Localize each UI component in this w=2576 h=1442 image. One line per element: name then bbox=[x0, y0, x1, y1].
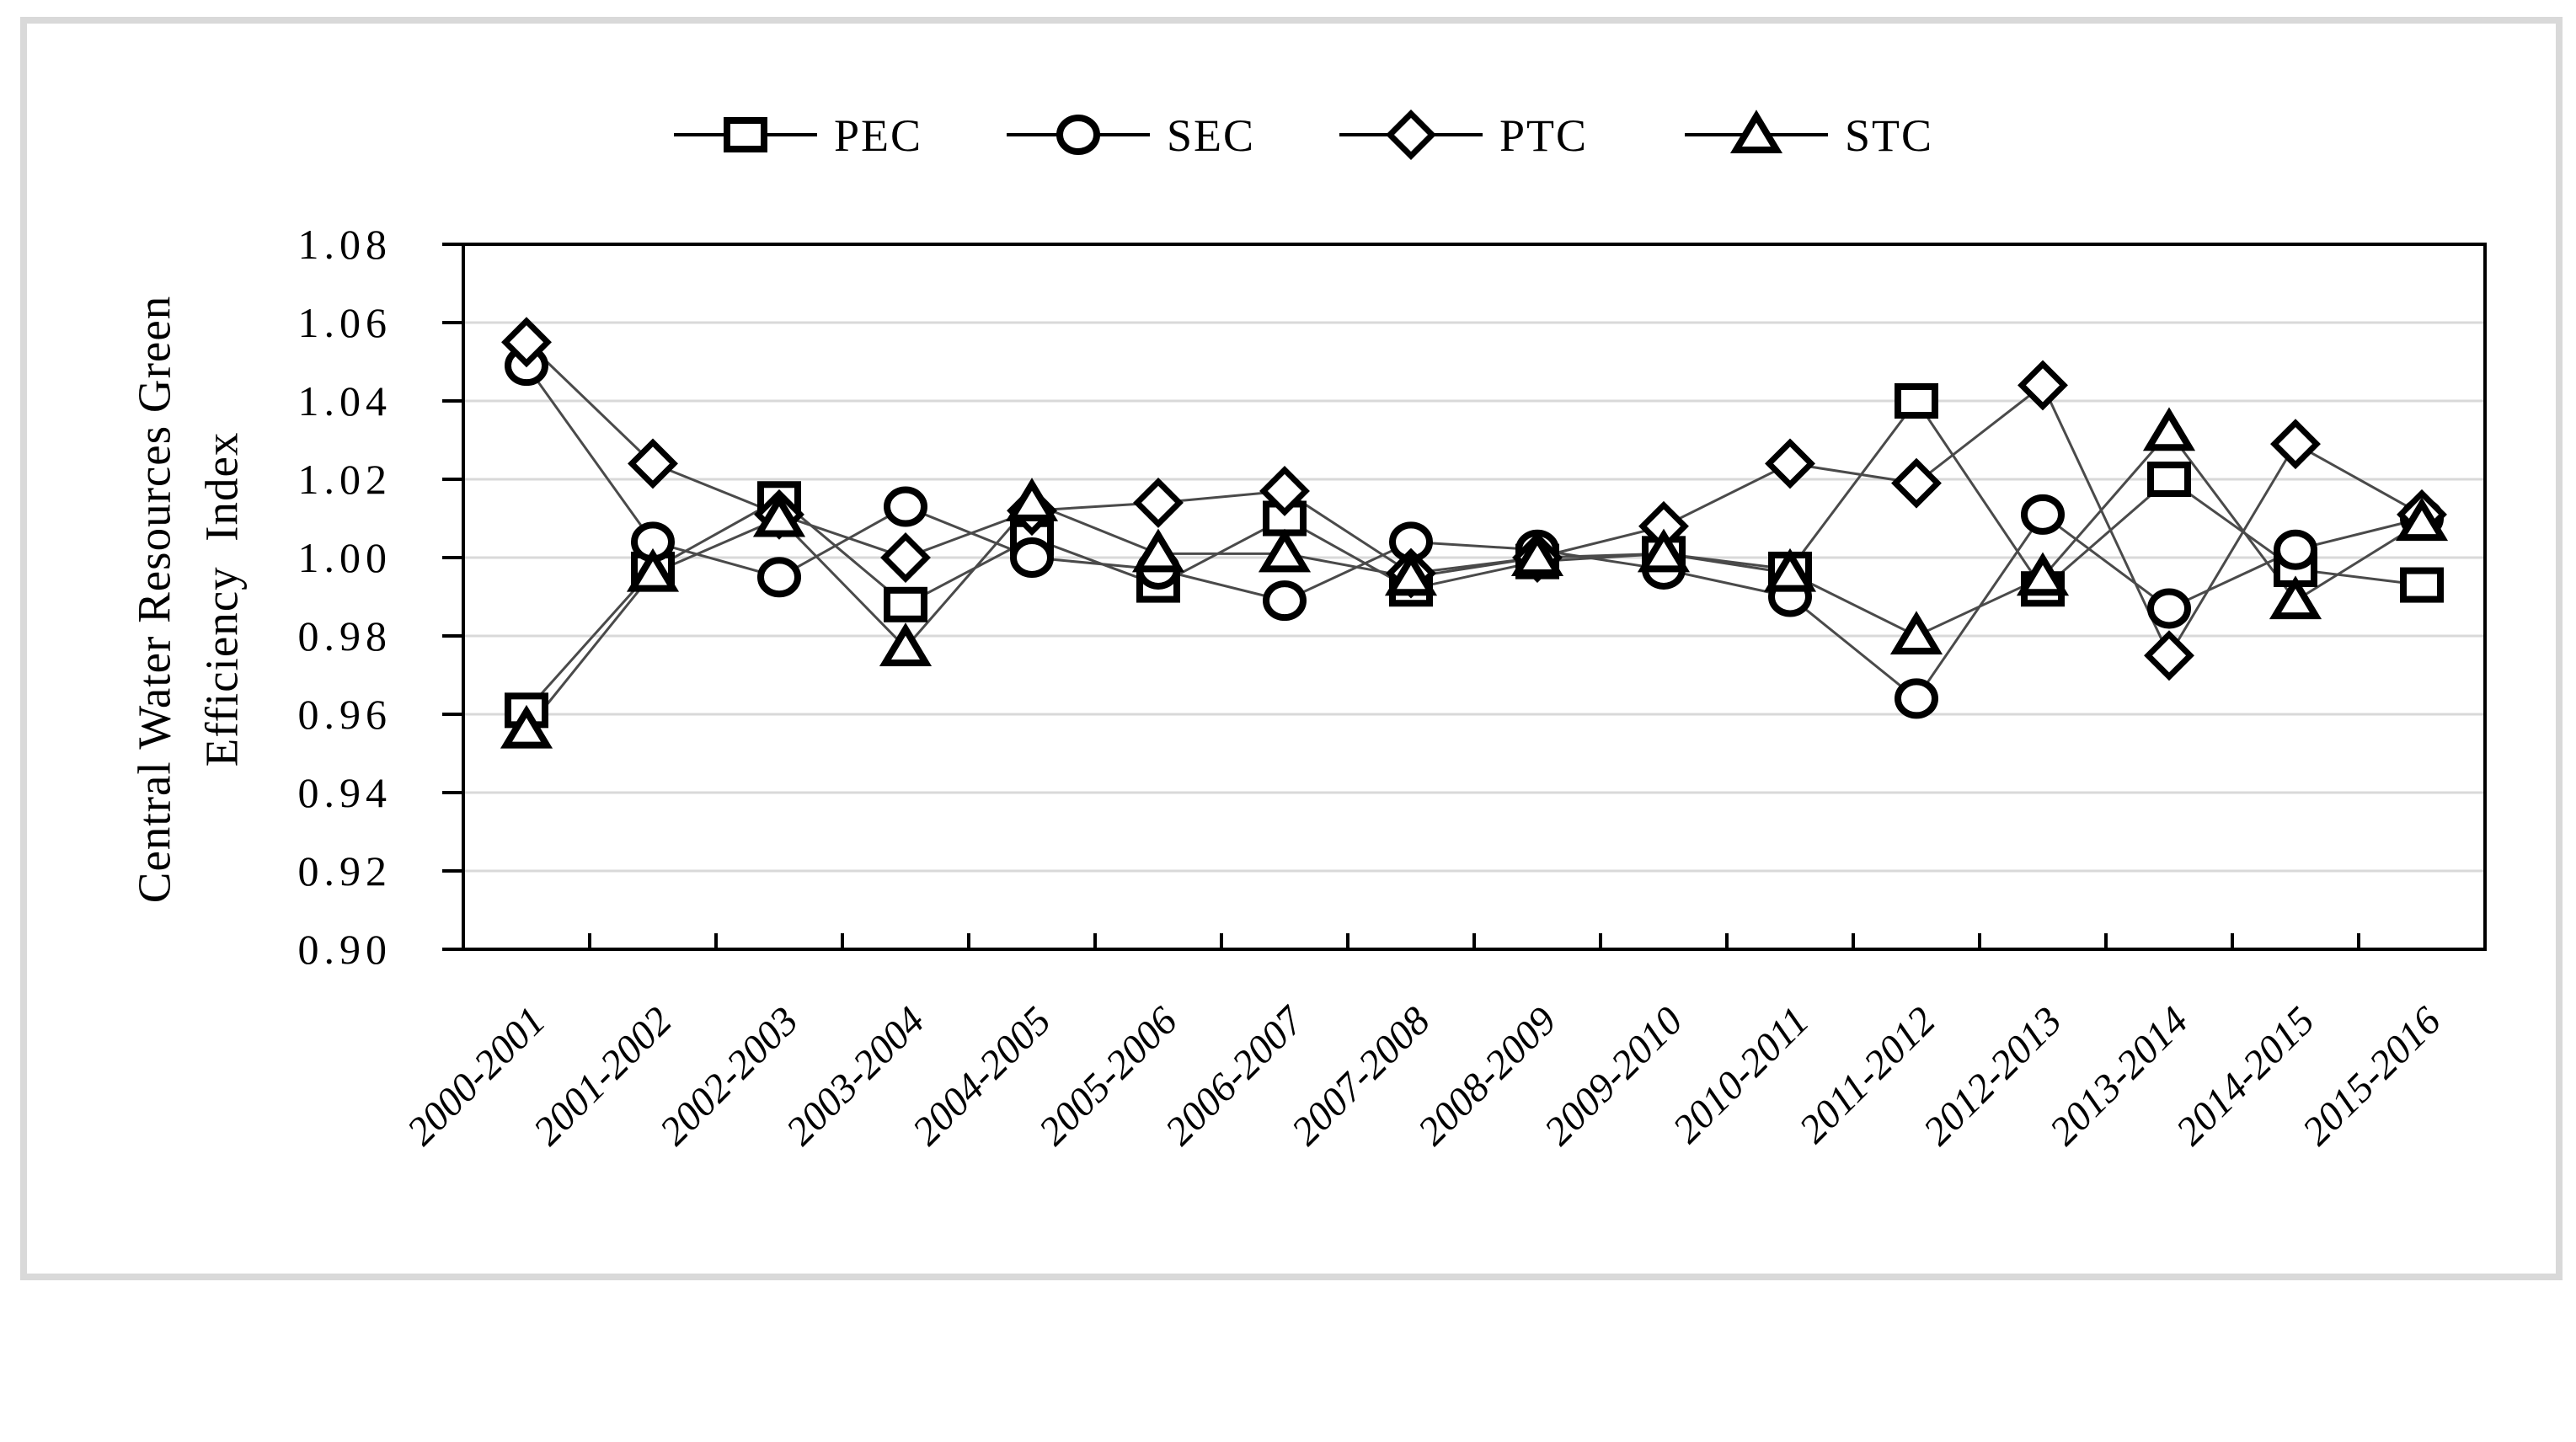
x-tick-label: 2003-2004 bbox=[778, 998, 933, 1154]
marker-PTC-2000-2001 bbox=[501, 317, 552, 368]
marker-SEC-2004-2005 bbox=[1010, 537, 1054, 578]
marker-STC-2006-2007 bbox=[1258, 528, 1312, 573]
marker-STC-2010-2011 bbox=[1763, 547, 1817, 592]
marker-STC-2003-2004 bbox=[879, 622, 933, 666]
legend-square-icon bbox=[724, 117, 767, 152]
marker-STC-2007-2008 bbox=[1384, 552, 1438, 596]
marker-PTC-2003-2004 bbox=[880, 532, 931, 583]
y-tick-label: 0.98 bbox=[298, 612, 393, 660]
y-tick-label: 1.06 bbox=[298, 299, 393, 346]
y-tick-label: 0.90 bbox=[298, 926, 393, 973]
x-tick-label: 2006-2007 bbox=[1157, 997, 1313, 1154]
legend-triangle-icon bbox=[1729, 109, 1783, 153]
marker-STC-2001-2002 bbox=[626, 547, 680, 592]
marker-SEC-2014-2015 bbox=[2274, 529, 2317, 570]
marker-PTC-2013-2014 bbox=[2144, 630, 2194, 681]
marker-PTC-2010-2011 bbox=[1765, 438, 1815, 489]
x-tick-label: 2000-2001 bbox=[398, 998, 554, 1154]
x-tick-label: 2002-2003 bbox=[651, 998, 807, 1154]
marker-PTC-2012-2013 bbox=[2018, 360, 2068, 411]
marker-SEC-2013-2014 bbox=[2147, 588, 2191, 629]
marker-STC-2000-2001 bbox=[500, 704, 553, 749]
x-tick-label: 2013-2014 bbox=[2041, 998, 2197, 1154]
marker-STC-2012-2013 bbox=[2016, 552, 2070, 596]
legend-label-PTC: PTC bbox=[1499, 110, 1588, 161]
legend-circle-icon bbox=[1056, 115, 1100, 155]
legend-diamond-icon bbox=[1386, 109, 1436, 160]
marker-SEC-2003-2004 bbox=[884, 486, 927, 527]
series-line-SEC bbox=[525, 365, 2423, 701]
marker-STC-2008-2009 bbox=[1510, 532, 1564, 576]
marker-STC-2013-2014 bbox=[2142, 407, 2196, 451]
x-tick-label: 2008-2009 bbox=[1409, 998, 1565, 1154]
marker-PTC-2001-2002 bbox=[628, 438, 678, 489]
series-line-STC bbox=[525, 430, 2423, 731]
marker-STC-2011-2012 bbox=[1889, 611, 1943, 654]
marker-SEC-2006-2007 bbox=[1263, 580, 1307, 622]
series-line-PEC bbox=[525, 398, 2423, 712]
marker-PEC-2011-2012 bbox=[1895, 383, 1938, 419]
x-tick-label: 2014-2015 bbox=[2167, 998, 2323, 1154]
efficiency-line-chart: 1.08 1.06 1.04 1.02 1.00 0.98 0.96 0.94 0.92 0.90… bbox=[298, 109, 2487, 1154]
y-tick-label: 1.04 bbox=[298, 377, 393, 425]
marker-PTC-2005-2006 bbox=[1133, 477, 1184, 528]
x-tick-label: 2005-2006 bbox=[1030, 998, 1186, 1154]
marker-SEC-2002-2003 bbox=[757, 557, 801, 598]
marker-STC-2014-2015 bbox=[2269, 575, 2322, 620]
marker-PTC-2014-2015 bbox=[2270, 419, 2321, 470]
legend-label-PEC: PEC bbox=[834, 110, 922, 161]
marker-SEC-2012-2013 bbox=[2021, 494, 2065, 535]
marker-STC-2015-2016 bbox=[2395, 497, 2449, 542]
marker-PEC-2015-2016 bbox=[2400, 567, 2444, 603]
y-tick-label: 1.08 bbox=[298, 221, 393, 268]
marker-STC-2004-2005 bbox=[1005, 478, 1059, 521]
marker-PEC-2003-2004 bbox=[884, 586, 927, 622]
figure-border bbox=[20, 17, 2563, 1280]
y-tick-label: 0.94 bbox=[298, 769, 393, 816]
marker-SEC-2011-2012 bbox=[1895, 678, 1938, 719]
marker-STC-2002-2003 bbox=[752, 493, 806, 537]
y-tick-label: 1.00 bbox=[298, 534, 393, 581]
y-tick-label: 0.92 bbox=[298, 847, 393, 895]
x-tick-label: 2012-2013 bbox=[1915, 998, 2071, 1154]
marker-PTC-2011-2012 bbox=[1891, 457, 1942, 509]
legend-label-STC: STC bbox=[1845, 110, 1933, 161]
x-tick-label: 2015-2016 bbox=[2294, 998, 2450, 1154]
x-tick-label: 2010-2011 bbox=[1665, 998, 1818, 1151]
x-tick-label: 2007-2008 bbox=[1283, 998, 1439, 1154]
x-tick-label: 2004-2005 bbox=[904, 998, 1060, 1154]
x-tick-label: 2001-2002 bbox=[525, 998, 681, 1154]
marker-PEC-2013-2014 bbox=[2147, 462, 2191, 497]
legend-label-SEC: SEC bbox=[1167, 110, 1255, 161]
y-tick-label: 1.02 bbox=[298, 456, 393, 503]
series-line-PTC bbox=[525, 341, 2423, 659]
y-tick-label: 0.96 bbox=[298, 691, 393, 738]
marker-PTC-2006-2007 bbox=[1259, 466, 1310, 516]
marker-STC-2009-2010 bbox=[1637, 528, 1691, 573]
marker-STC-2005-2006 bbox=[1131, 528, 1185, 573]
x-tick-label: 2009-2010 bbox=[1536, 998, 1692, 1154]
